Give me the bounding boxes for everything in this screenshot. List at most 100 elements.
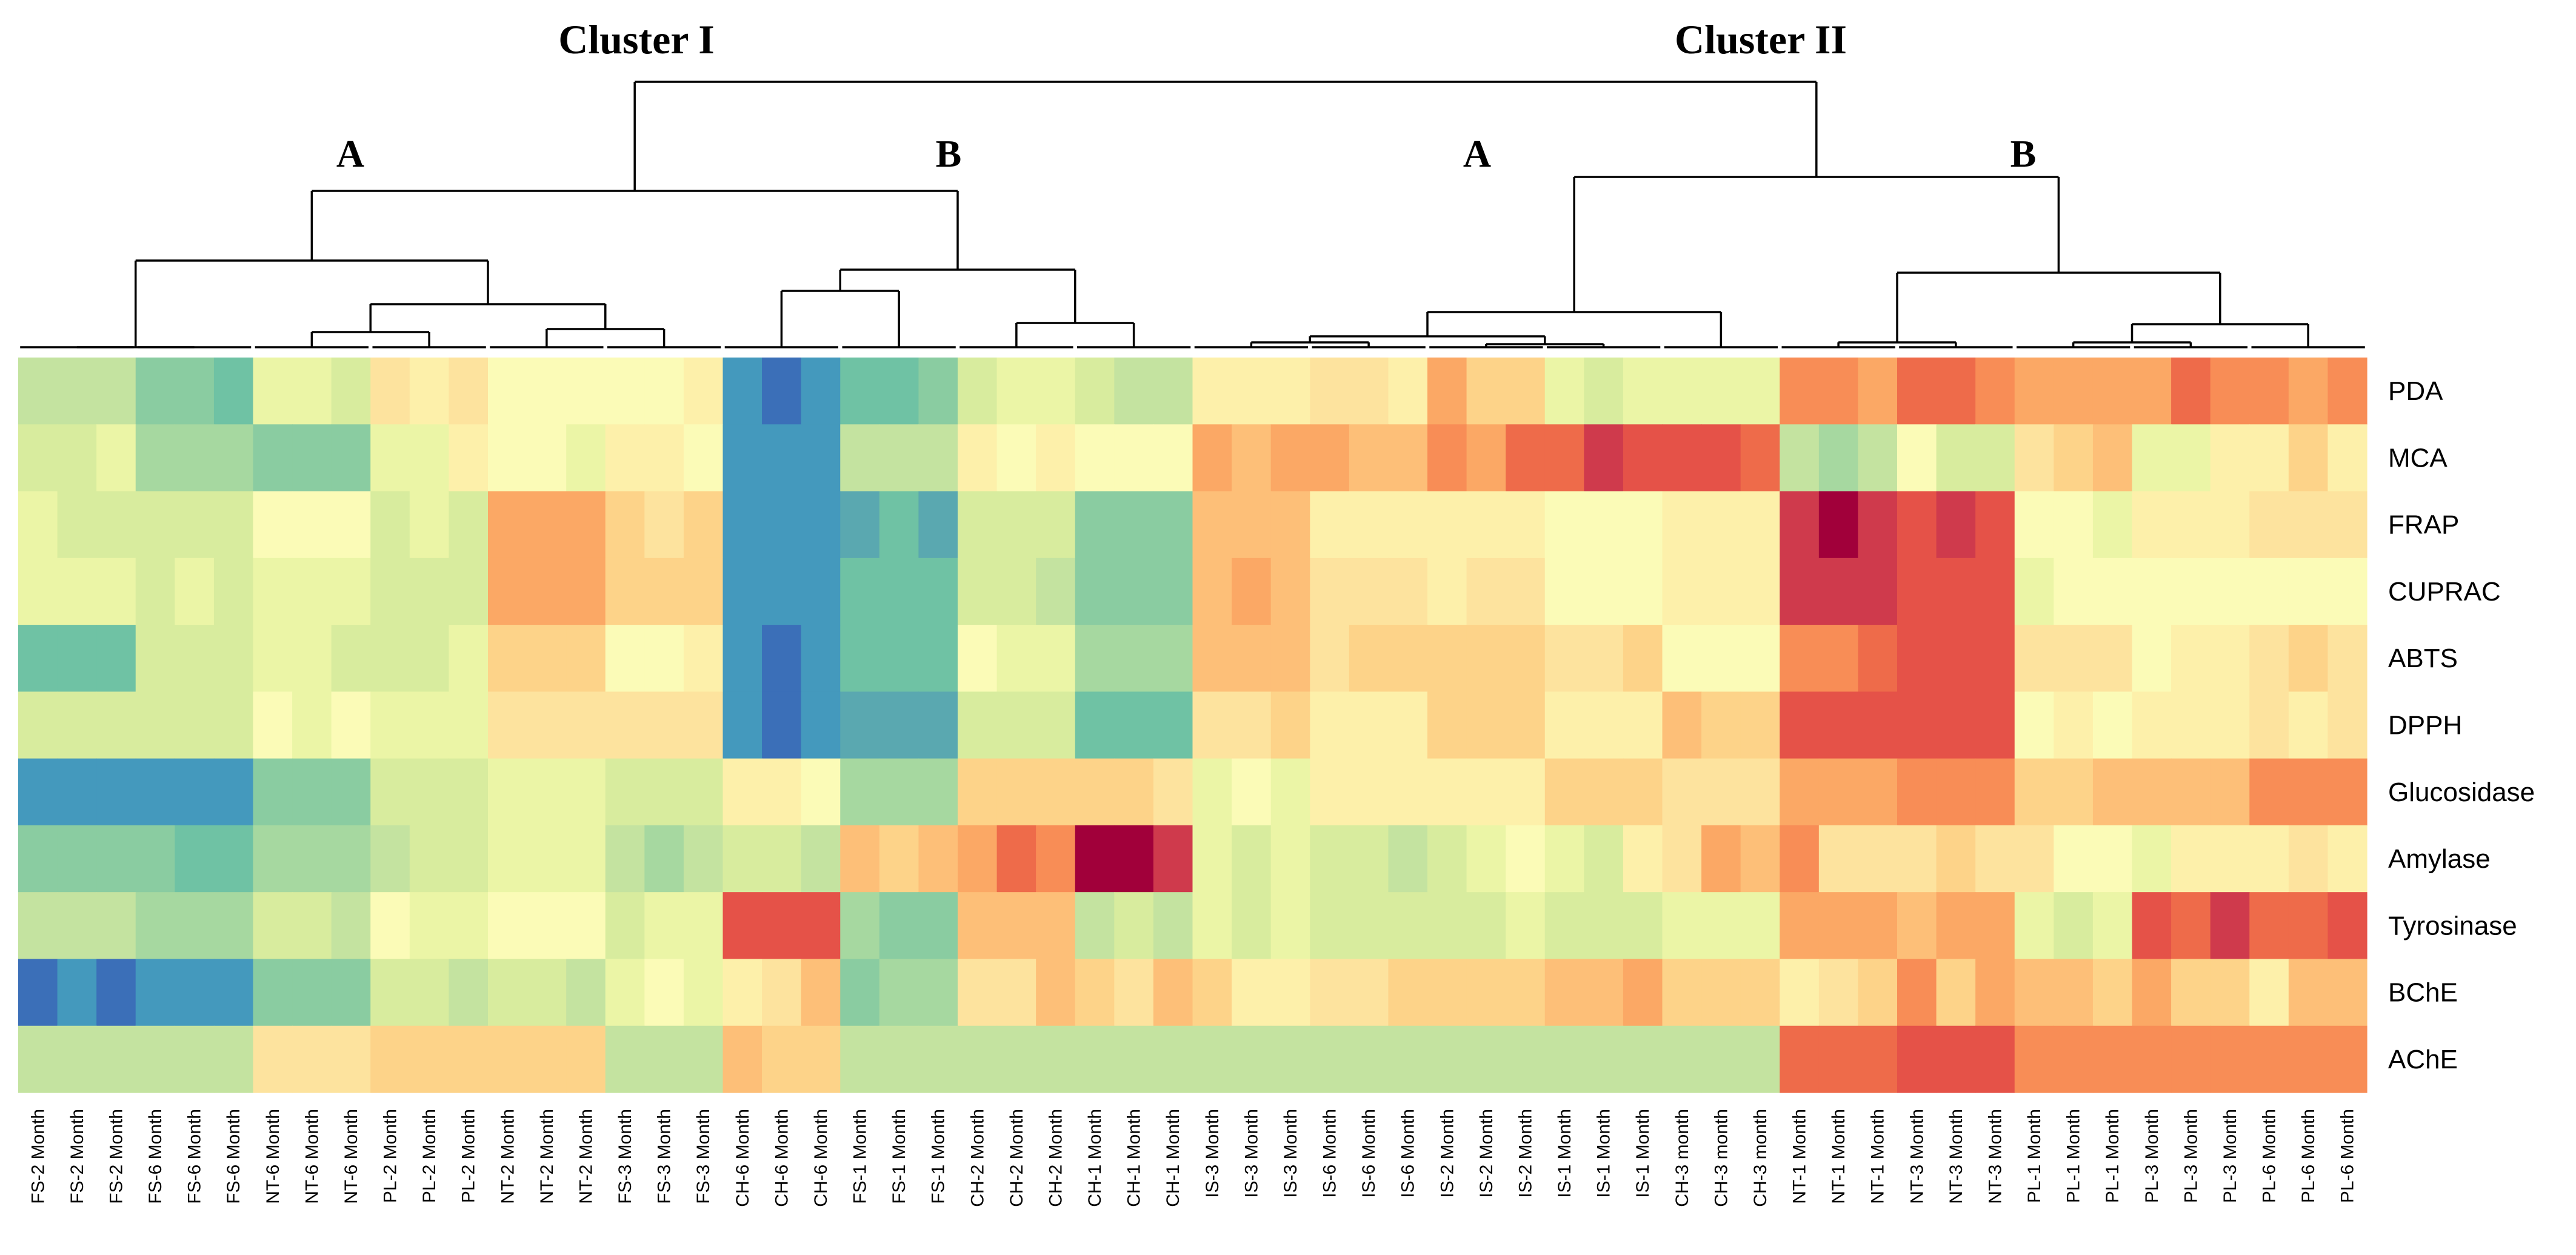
- heatmap-cell: [1818, 358, 1859, 425]
- row-label: Tyrosinase: [2388, 911, 2517, 940]
- cluster-i-b-label: B: [936, 132, 962, 175]
- heatmap-cell: [2132, 1025, 2172, 1093]
- heatmap-cell: [918, 691, 958, 759]
- heatmap-cell: [1192, 892, 1232, 960]
- heatmap-cell: [2092, 424, 2133, 492]
- heatmap-cell: [175, 959, 215, 1027]
- heatmap-cell: [644, 358, 684, 425]
- heatmap-cell: [2249, 625, 2289, 692]
- column-label: CH-3 month: [1672, 1109, 1692, 1207]
- heatmap-cell: [566, 959, 606, 1027]
- heatmap-cell: [1858, 358, 1898, 425]
- cluster-titles: Cluster I Cluster II A B A B: [336, 16, 2036, 175]
- heatmap-cell: [1858, 558, 1898, 625]
- heatmap-cell: [1975, 558, 2015, 625]
- heatmap-cell: [1427, 491, 1467, 559]
- heatmap-cell: [2327, 1025, 2367, 1093]
- heatmap-cell: [96, 558, 136, 625]
- heatmap-cell: [801, 892, 841, 960]
- heatmap-cell: [1075, 1025, 1115, 1093]
- heatmap-cell: [1388, 558, 1428, 625]
- heatmap-cell: [762, 424, 802, 492]
- heatmap-cell: [449, 625, 489, 692]
- heatmap-cell: [1544, 1025, 1584, 1093]
- column-label: FS-3 Month: [655, 1109, 675, 1204]
- heatmap-cell: [1310, 424, 1350, 492]
- heatmap-cell: [331, 825, 371, 893]
- heatmap-cell: [1662, 892, 1702, 960]
- heatmap-cell: [2327, 558, 2367, 625]
- heatmap-cell: [605, 558, 645, 625]
- heatmap-cell: [1740, 491, 1780, 559]
- column-label: FS-3 Month: [615, 1109, 635, 1204]
- heatmap-cell: [1858, 424, 1898, 492]
- heatmap-cell: [1780, 558, 1820, 625]
- heatmap-cell: [958, 825, 998, 893]
- heatmap-cell: [1975, 691, 2015, 759]
- heatmap-cell: [683, 758, 724, 826]
- heatmap-cell: [449, 558, 489, 625]
- heatmap-cell: [1584, 825, 1624, 893]
- heatmap-cell: [2171, 892, 2211, 960]
- heatmap-cell: [292, 358, 332, 425]
- heatmap-cell: [1662, 491, 1702, 559]
- column-label: NT-2 Month: [498, 1109, 518, 1204]
- heatmap-cell: [1036, 892, 1076, 960]
- heatmap-cell: [1780, 358, 1820, 425]
- heatmap-cell: [449, 358, 489, 425]
- heatmap-cell: [1153, 358, 1193, 425]
- heatmap-cell: [2054, 959, 2094, 1027]
- heatmap-cell: [1075, 358, 1115, 425]
- heatmap-cell: [2210, 691, 2250, 759]
- heatmap-cell: [1936, 491, 1976, 559]
- column-label: NT-3 Month: [1946, 1109, 1966, 1204]
- heatmap-cell: [644, 892, 684, 960]
- heatmap-cell: [840, 558, 880, 625]
- heatmap-cell: [683, 959, 724, 1027]
- heatmap-cell: [1388, 691, 1428, 759]
- heatmap-cell: [1192, 691, 1232, 759]
- heatmap-cell: [2171, 558, 2211, 625]
- heatmap-cell: [2171, 424, 2211, 492]
- heatmap-cell: [801, 558, 841, 625]
- heatmap-cell: [1427, 825, 1467, 893]
- heatmap-cell: [175, 691, 215, 759]
- heatmap-cell: [1114, 358, 1154, 425]
- heatmap-cell: [1075, 825, 1115, 893]
- heatmap-cell: [2014, 358, 2054, 425]
- heatmap-cell: [1075, 959, 1115, 1027]
- column-label: IS-2 Month: [1437, 1109, 1457, 1198]
- heatmap-cell: [879, 491, 919, 559]
- heatmap-cell: [1740, 1025, 1780, 1093]
- heatmap-cell: [1936, 358, 1976, 425]
- heatmap-cell: [527, 424, 567, 492]
- heatmap-cell: [1466, 959, 1506, 1027]
- heatmap-cell: [2132, 424, 2172, 492]
- heatmap-cell: [1818, 491, 1859, 559]
- heatmap-cell: [1388, 758, 1428, 826]
- heatmap-cell: [1975, 625, 2015, 692]
- column-label: PL-1 Month: [2024, 1109, 2044, 1203]
- heatmap-cell: [918, 424, 958, 492]
- heatmap-cell: [2171, 1025, 2211, 1093]
- heatmap-cell: [840, 758, 880, 826]
- heatmap-cell: [57, 959, 97, 1027]
- heatmap-cell: [1036, 691, 1076, 759]
- heatmap-cell: [958, 424, 998, 492]
- heatmap-cell: [213, 358, 254, 425]
- column-label: FS-2 Month: [107, 1109, 127, 1204]
- heatmap-cell: [1192, 358, 1232, 425]
- heatmap-cell: [449, 758, 489, 826]
- heatmap-cell: [2210, 758, 2250, 826]
- heatmap-cell: [292, 691, 332, 759]
- heatmap-cell: [762, 625, 802, 692]
- heatmap-cell: [18, 892, 58, 960]
- heatmap-cell: [2249, 825, 2289, 893]
- heatmap-cell: [135, 691, 175, 759]
- heatmap-cell: [57, 558, 97, 625]
- heatmap-cell: [1818, 424, 1859, 492]
- heatmap-cell: [683, 558, 724, 625]
- heatmap-cell: [213, 691, 254, 759]
- heatmap-cell: [1623, 825, 1663, 893]
